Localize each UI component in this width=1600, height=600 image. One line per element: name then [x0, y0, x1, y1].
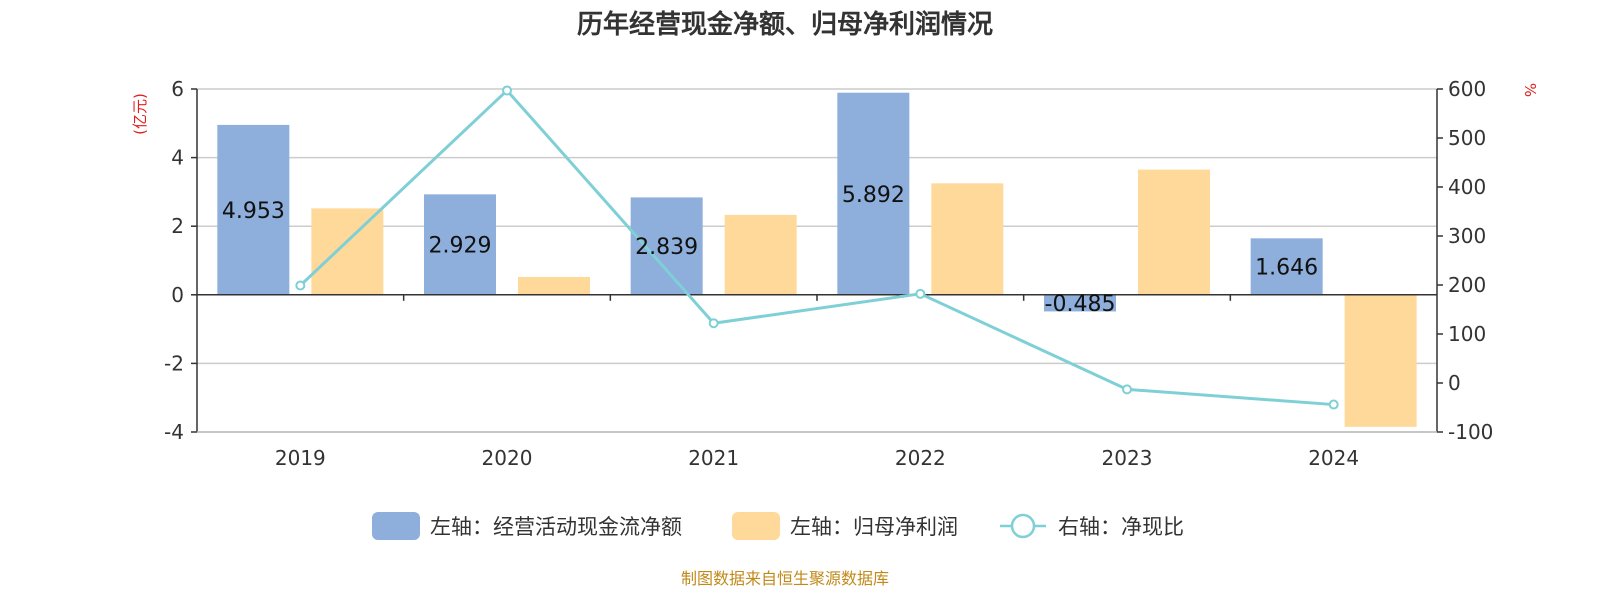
right-axis-unit-label: %: [1521, 83, 1539, 97]
bar-cash-flow-2021: [630, 197, 703, 295]
x-axis-tick-label-2024: 2024: [1308, 446, 1359, 470]
line-point-2023: [1122, 384, 1132, 395]
x-axis-tick-label-2021: 2021: [688, 446, 739, 470]
data-label-cash-flow-2023: -0.485: [1045, 292, 1116, 317]
data-label-cash-flow-2022: 5.892: [842, 183, 905, 208]
right-axis-tick-label: 400: [1448, 175, 1486, 199]
right-axis-tick-label: 0: [1448, 371, 1461, 395]
line-point-2024: [1328, 399, 1339, 410]
line-point-2021: [708, 318, 719, 329]
legend-swatch-net-profit: [732, 512, 780, 540]
chart-title: 历年经营现金净额、归母净利润情况: [577, 9, 993, 40]
bar-net-profit-2022: [931, 183, 1004, 295]
legend-swatch-line-marker: [1010, 513, 1036, 539]
bar-cash-flow-2024: [1250, 238, 1323, 295]
data-source-note: 制图数据来自恒生聚源数据库: [681, 569, 889, 588]
left-axis-tick-label: -2: [164, 351, 184, 375]
left-axis-tick-label: 6: [171, 77, 184, 101]
right-axis-tick-label: 200: [1448, 273, 1486, 297]
bar-cash-flow-2019: [217, 124, 290, 295]
bar-net-profit-2019: [311, 208, 384, 295]
axis-layer: 6 4 2 0 -2 -4 600 500 400 300 200 100 0 -100 2019 2020 2…: [164, 77, 1493, 470]
line-point-2020: [502, 85, 512, 96]
x-axis-tick-label-2019: 2019: [275, 446, 326, 470]
x-axis-tick-label-2022: 2022: [895, 446, 946, 470]
left-axis-tick-label: 4: [171, 146, 184, 170]
right-axis-tick-label: 300: [1448, 224, 1486, 248]
line-point-2019: [295, 280, 306, 291]
bar-layer: [217, 92, 1417, 427]
x-axis-tick-label-2023: 2023: [1102, 446, 1153, 470]
bar-net-profit-2020: [518, 276, 590, 295]
bar-net-profit-2023: [1138, 169, 1210, 295]
line-point-2022: [915, 288, 926, 299]
data-label-cash-flow-2021: 2.839: [635, 235, 698, 260]
left-axis-tick-label: 2: [171, 214, 184, 238]
label-layer: 4.953 2.929 2.839 5.892 -0.485 1.646: [222, 183, 1318, 317]
line-series-net-cash-ratio: [299, 88, 1334, 407]
bar-cash-flow-2023: [1044, 294, 1116, 312]
right-axis-tick-label: -100: [1448, 420, 1493, 444]
left-axis-tick-label: 0: [171, 283, 184, 307]
data-label-cash-flow-2019: 4.953: [222, 199, 285, 224]
right-axis-tick-label: 100: [1448, 322, 1486, 346]
left-axis-tick-label: -4: [164, 420, 184, 444]
bar-cash-flow-2020: [424, 194, 496, 295]
right-axis-tick-label: 600: [1448, 77, 1486, 101]
left-axis-unit-label: (亿元): [131, 93, 149, 135]
legend-label-net-cash-ratio: 右轴：净现比: [1058, 515, 1184, 539]
data-label-cash-flow-2020: 2.929: [429, 234, 492, 259]
bar-cash-flow-2022: [837, 92, 910, 295]
bar-net-profit-2021: [724, 214, 797, 295]
bar-net-profit-2024: [1344, 294, 1417, 427]
line-layer: [295, 85, 1339, 410]
x-axis-tick-label-2020: 2020: [482, 446, 533, 470]
legend-label-net-profit: 左轴：归母净利润: [790, 515, 958, 539]
right-axis-tick-label: 500: [1448, 126, 1486, 150]
legend-swatch-cash-flow: [372, 512, 420, 540]
legend-label-cash-flow: 左轴：经营活动现金流净额: [430, 515, 682, 539]
data-label-cash-flow-2024: 1.646: [1255, 256, 1318, 281]
legend: 左轴：经营活动现金流净额 左轴：归母净利润 右轴：净现比: [372, 512, 1184, 540]
